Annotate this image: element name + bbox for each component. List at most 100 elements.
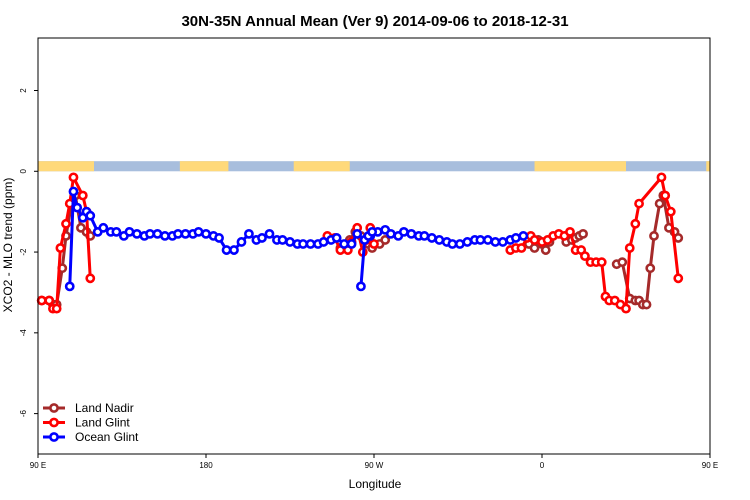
- data-point: [180, 228, 191, 239]
- data-point: [331, 233, 342, 243]
- data-point: [434, 235, 445, 245]
- data-point: [346, 239, 357, 249]
- data-point: [132, 228, 142, 239]
- data-point: [596, 257, 607, 268]
- data-point: [36, 295, 47, 306]
- legend-marker: [49, 403, 59, 413]
- data-point: [529, 243, 540, 253]
- legend-label: Land Glint: [75, 416, 130, 430]
- data-point: [51, 303, 62, 314]
- x-tick-label: 0: [540, 461, 545, 470]
- data-point: [298, 239, 308, 249]
- data-point: [111, 226, 122, 237]
- data-point: [656, 172, 667, 183]
- data-point: [645, 263, 656, 274]
- data-point: [305, 239, 316, 249]
- data-point: [634, 198, 644, 209]
- x-tick-label: 90 W: [365, 461, 384, 470]
- data-point: [447, 239, 458, 249]
- data-point: [85, 210, 96, 221]
- data-point: [145, 228, 155, 239]
- land-band: [706, 161, 710, 172]
- data-point: [85, 273, 96, 284]
- legend-label: Land Nadir: [75, 401, 134, 415]
- y-axis-ticks: 2 0 -2 -4 -6: [19, 88, 38, 417]
- land-band: [293, 161, 350, 172]
- x-tick-label: 180: [199, 461, 213, 470]
- data-point: [426, 233, 437, 243]
- data-point: [518, 231, 529, 241]
- land-band: [534, 161, 626, 172]
- x-tick-label: 90 E: [30, 461, 46, 470]
- data-point: [124, 226, 135, 237]
- data-point: [221, 245, 232, 255]
- data-point: [77, 190, 88, 201]
- data-point: [578, 228, 588, 239]
- data-point: [264, 228, 275, 239]
- data-point: [152, 228, 163, 239]
- y-tick-label: -2: [19, 248, 28, 256]
- data-point: [462, 237, 473, 247]
- data-point: [621, 303, 631, 314]
- data-point: [482, 235, 493, 245]
- data-point: [257, 233, 267, 243]
- legend-label: Ocean Glint: [75, 430, 139, 444]
- data-point: [380, 235, 391, 245]
- data-point: [369, 239, 379, 249]
- data-point: [160, 231, 170, 241]
- data-point: [419, 231, 430, 241]
- data-point: [649, 231, 659, 241]
- data-point: [68, 186, 79, 197]
- data-point: [339, 239, 350, 249]
- data-point: [673, 273, 684, 284]
- data-point: [285, 237, 295, 247]
- data-point: [193, 226, 204, 237]
- data-point: [64, 281, 75, 292]
- data-point: [490, 237, 501, 247]
- data-point: [673, 233, 684, 243]
- data-point: [367, 226, 378, 237]
- land-band: [38, 161, 94, 172]
- data-point: [454, 239, 465, 249]
- y-tick-label: 0: [19, 169, 28, 174]
- data-point: [244, 228, 254, 239]
- x-axis-label: Longitude: [349, 477, 402, 491]
- data-point: [529, 235, 540, 245]
- data-point: [497, 237, 508, 247]
- data-point: [641, 299, 652, 310]
- data-point: [277, 235, 288, 245]
- x-axis-ticks: 90 E 180 90 W 0 90 E: [30, 454, 718, 470]
- data-point: [201, 228, 211, 239]
- data-point: [55, 243, 66, 253]
- land-ocean-mask: [38, 161, 710, 172]
- series-land-glint: [36, 172, 684, 314]
- data-point: [398, 226, 409, 237]
- data-point: [68, 172, 79, 183]
- data-point: [98, 222, 109, 233]
- data-point: [406, 228, 417, 239]
- y-axis-label: XCO2 - MLO trend (ppm): [1, 178, 15, 313]
- data-point: [665, 206, 676, 217]
- data-point: [516, 243, 527, 253]
- x-tick-label: 90 E: [702, 461, 718, 470]
- data-point: [72, 202, 83, 213]
- data-point: [630, 218, 641, 229]
- data-point: [540, 245, 551, 255]
- series-layer: [36, 172, 684, 314]
- data-point: [214, 233, 224, 243]
- series-line: [68, 189, 524, 287]
- data-point: [173, 228, 183, 239]
- plot-frame: [37, 37, 711, 455]
- chart-title: 30N-35N Annual Mean (Ver 9) 2014-09-06 t…: [181, 13, 568, 30]
- data-point: [352, 228, 363, 239]
- data-point: [654, 198, 665, 209]
- data-point: [385, 228, 396, 239]
- data-point: [565, 226, 575, 237]
- ocean-band: [38, 161, 710, 172]
- data-point: [236, 237, 247, 247]
- data-point: [617, 257, 628, 268]
- data-point: [318, 237, 329, 247]
- data-point: [624, 243, 635, 253]
